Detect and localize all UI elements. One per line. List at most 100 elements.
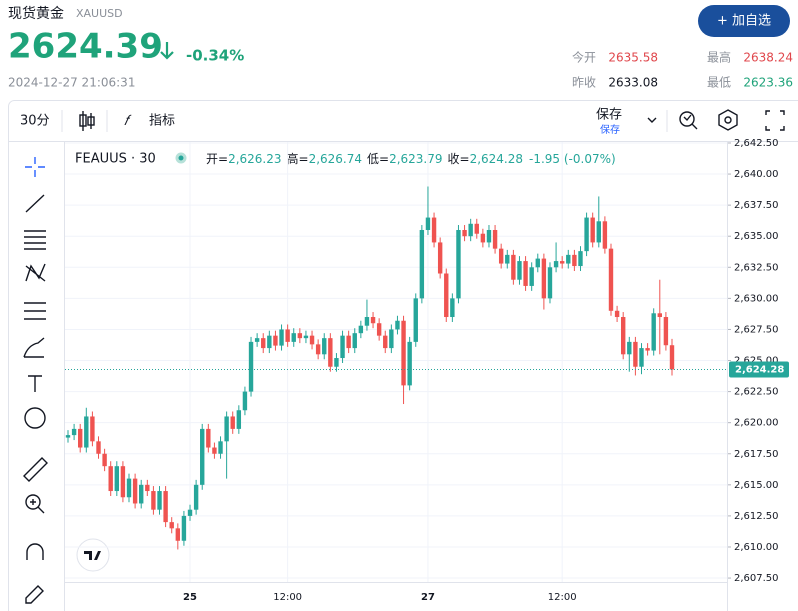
candle-body [413, 298, 418, 342]
candle-body [322, 338, 327, 355]
candle-body [590, 217, 595, 243]
candle-body [553, 261, 559, 268]
stat-label: 昨收 [572, 76, 596, 90]
x-tick-label: 12:00 [548, 592, 577, 603]
text-tool[interactable] [28, 375, 42, 392]
candle-body [212, 447, 217, 454]
legend-values: 开=2,626.23 高=2,626.74 低=2,623.79 收=2,624.28… [206, 151, 616, 166]
candle-body [627, 341, 632, 355]
candle-body [572, 254, 577, 267]
fx-icon[interactable]: 𝑓 [124, 113, 132, 129]
indicators-button[interactable]: 指标 [149, 114, 175, 129]
candle-body [291, 333, 296, 342]
candle-body [236, 410, 242, 429]
candle-type-button[interactable] [79, 111, 95, 131]
emoji-tool[interactable] [24, 407, 46, 429]
candle-body [114, 466, 120, 492]
candle-body [224, 416, 229, 442]
stat-label: 最高 [707, 50, 731, 65]
candle-body [187, 509, 193, 516]
candle-body [401, 320, 406, 386]
save-sub: 保存 [600, 123, 620, 136]
candle-body [547, 267, 553, 299]
candle-body [71, 428, 77, 436]
stat-value: 2638.24 [743, 51, 793, 65]
candle-body [663, 317, 669, 346]
candle-body [303, 335, 309, 339]
stat-value: 2623.36 [743, 76, 793, 90]
magnet-tool[interactable] [26, 543, 44, 560]
candle-body [279, 329, 284, 346]
candle-body [175, 528, 181, 541]
candle-body [261, 338, 266, 349]
candle-body [309, 335, 315, 345]
candle-body [65, 435, 71, 438]
candle-body [200, 428, 205, 485]
candle-body [584, 217, 589, 252]
candle-body [444, 273, 449, 318]
candle-body [328, 338, 333, 367]
settings-button[interactable] [718, 109, 738, 131]
candle-body [437, 242, 443, 274]
candle-body [620, 317, 626, 355]
ruler-tool[interactable] [23, 457, 48, 482]
chart-frame [8, 100, 798, 611]
y-tick-label: 2,632.50 [734, 262, 779, 273]
status-dot [175, 152, 187, 164]
fib-tool[interactable] [24, 230, 46, 250]
legend-label: 开= [206, 152, 228, 166]
candle-body [102, 453, 107, 467]
add-watchlist-button[interactable] [698, 5, 790, 37]
candle-body [315, 344, 321, 355]
legend-symbol: FEAUUS · 30 [75, 152, 156, 167]
candle-body [559, 261, 565, 264]
legend-value: 2,623.79 [389, 152, 442, 166]
y-tick-label: 2,625.00 [734, 356, 779, 367]
lock-tool[interactable] [25, 585, 44, 604]
candle-body [285, 329, 290, 342]
y-tick-label: 2,612.50 [734, 511, 779, 522]
candle-body [474, 223, 479, 234]
candle-body [120, 466, 126, 498]
y-tick-label: 2,630.00 [734, 293, 779, 304]
candle-body [151, 491, 156, 510]
candle-body [248, 341, 254, 392]
brush-tool[interactable] [23, 337, 45, 358]
candle-body [96, 441, 101, 454]
candle-body [383, 335, 388, 349]
candle-body [529, 267, 534, 286]
save-button[interactable]: 保存 [596, 108, 622, 123]
candle-body [456, 229, 461, 299]
stat-label: 今开 [572, 50, 596, 65]
symbol: XAUUSD [76, 7, 123, 20]
add-watchlist-label[interactable]: + 加自选 [717, 14, 771, 29]
legend-value: 2,626.23 [228, 152, 281, 166]
candle-body [486, 229, 492, 243]
y-tick-label: 2,607.50 [734, 573, 779, 584]
forecast-tool[interactable] [24, 302, 46, 320]
candle-body [639, 348, 644, 367]
candle-body [267, 335, 272, 349]
save-menu[interactable] [647, 117, 657, 123]
candle-body [90, 416, 95, 442]
last-price-label: 2,624.28 [735, 364, 784, 375]
candle-body [132, 478, 138, 504]
candle-body [645, 348, 650, 351]
instrument-name: 现货黄金 [8, 5, 64, 22]
candle-body [273, 335, 278, 346]
interval-button[interactable]: 30分 [20, 114, 50, 129]
trend-line-tool[interactable] [25, 194, 45, 213]
candle-body [468, 223, 473, 237]
y-tick-label: 2,620.00 [734, 418, 779, 429]
crosshair-tool[interactable] [25, 157, 45, 177]
candle-body [480, 233, 486, 243]
fullscreen-button[interactable] [765, 110, 785, 131]
candle-body [346, 335, 351, 349]
candle-body [126, 478, 132, 498]
candle-body [535, 258, 540, 268]
candle-body [370, 317, 376, 324]
alert-button[interactable] [679, 111, 698, 130]
pattern-tool[interactable] [25, 263, 46, 282]
zoom-tool[interactable] [25, 494, 41, 510]
